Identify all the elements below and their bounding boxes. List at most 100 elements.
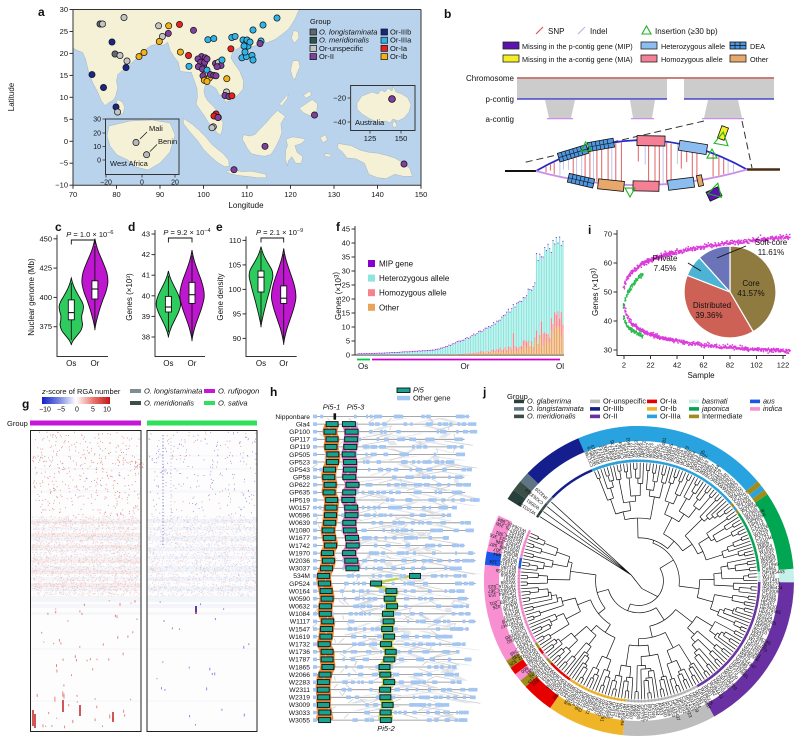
svg-text:W3033: W3033 [289,710,310,717]
svg-text:Missing in the p-contig gene (: Missing in the p-contig gene (MIP) [522,42,633,51]
svg-text:W1084: W1084 [289,611,310,618]
svg-text:W3009: W3009 [289,702,310,709]
svg-text:W2311: W2311 [289,687,310,694]
svg-text:102: 102 [750,361,763,370]
svg-text:Nuclear genome (Mb): Nuclear genome (Mb) [27,258,36,336]
svg-text:MIP gene: MIP gene [379,260,414,269]
svg-text:15: 15 [60,71,68,80]
svg-text:GP622: GP622 [289,482,310,489]
svg-text:W2066: W2066 [289,672,310,679]
svg-text:GP543: GP543 [289,467,310,474]
svg-text:W1732: W1732 [289,642,310,649]
svg-text:Private: Private [653,254,678,263]
svg-text:Pi5-2: Pi5-2 [377,724,395,733]
svg-text:W2319: W2319 [289,695,310,702]
svg-text:30: 30 [604,346,612,355]
svg-text:50: 50 [604,288,612,297]
svg-text:Heterozygous allele: Heterozygous allele [661,42,725,51]
svg-text:Missing in the a-contig gene (: Missing in the a-contig gene (MIA) [522,55,633,64]
svg-text:GP119: GP119 [290,444,311,451]
svg-text:−20: −20 [100,180,112,187]
svg-text:W1547: W1547 [289,626,310,633]
svg-text:80: 80 [112,190,120,199]
svg-text:11.61%: 11.61% [758,248,785,257]
svg-text:h: h [270,385,277,399]
svg-text:O. longistaminata: O. longistaminata [144,387,202,396]
svg-text:P = 1.0 × 10−6: P = 1.0 × 10−6 [66,230,113,239]
svg-text:5: 5 [346,337,350,346]
svg-text:0: 0 [97,158,101,165]
svg-text:z-score of RGA number: z-score of RGA number [41,387,121,396]
svg-text:indica: indica [763,404,782,413]
svg-text:Or: Or [461,362,470,371]
svg-text:20: 20 [93,131,101,138]
svg-text:10: 10 [93,144,101,151]
svg-text:a-contig: a-contig [486,115,514,124]
svg-text:42: 42 [142,250,150,259]
svg-text:375: 375 [39,322,52,331]
svg-text:g: g [22,397,29,411]
svg-text:W0590: W0590 [289,596,310,603]
svg-text:O. sativa: O. sativa [218,399,248,408]
svg-text:GP505: GP505 [289,452,310,459]
svg-text:105: 105 [228,260,241,269]
svg-text:120: 120 [284,190,297,199]
svg-text:62: 62 [699,361,707,370]
svg-text:GP635: GP635 [289,490,310,497]
svg-text:39.36%: 39.36% [695,311,722,320]
svg-text:122: 122 [777,361,790,370]
svg-text:Indel: Indel [590,27,608,36]
svg-text:j: j [482,385,486,399]
svg-text:Or-IIIa: Or-IIIa [660,412,682,421]
svg-text:25: 25 [60,27,68,36]
svg-text:O. meridionalis: O. meridionalis [527,412,576,421]
svg-text:Other gene: Other gene [413,393,451,402]
svg-text:Genes (×10³): Genes (×10³) [125,273,134,321]
svg-text:82: 82 [726,361,734,370]
svg-text:10: 10 [103,407,111,414]
svg-text:Or-II: Or-II [603,412,618,421]
svg-text:b: b [444,7,451,21]
svg-text:W1619: W1619 [289,634,310,641]
svg-text:West Africa: West Africa [110,159,149,168]
svg-text:Intermediate: Intermediate [702,412,743,421]
svg-text:W0164: W0164 [289,588,310,595]
svg-text:Longitude: Longitude [228,201,264,210]
svg-text:150: 150 [415,190,428,199]
svg-text:Heterozygous allele: Heterozygous allele [379,274,450,283]
svg-text:2: 2 [622,361,626,370]
svg-text:W0157: W0157 [289,505,310,512]
svg-text:Gene density: Gene density [216,273,225,320]
svg-text:Group: Group [7,419,28,428]
svg-text:90: 90 [233,334,241,343]
svg-text:40: 40 [604,317,612,326]
svg-text:30: 30 [93,117,101,124]
svg-text:0: 0 [140,180,144,187]
svg-text:p-contig: p-contig [486,95,514,104]
svg-text:Latitude: Latitude [7,82,16,111]
svg-text:−5: −5 [59,159,68,168]
svg-text:22: 22 [646,361,654,370]
svg-text:−10: −10 [39,407,51,414]
svg-text:30: 30 [60,5,68,14]
svg-text:Pi5-3: Pi5-3 [347,403,365,412]
svg-text:Distributed: Distributed [693,301,731,310]
svg-text:SNP: SNP [548,27,564,36]
svg-text:HP519: HP519 [290,497,311,504]
svg-text:30: 30 [342,267,350,276]
svg-text:0: 0 [64,137,68,146]
svg-text:39: 39 [142,312,150,321]
svg-text:140: 140 [371,190,384,199]
svg-text:e: e [216,220,223,234]
svg-text:O. rufipogon: O. rufipogon [218,387,259,396]
svg-text:W1742: W1742 [289,543,310,550]
svg-text:−10: −10 [55,181,68,190]
svg-text:W1117: W1117 [290,619,310,626]
svg-text:−5: −5 [57,407,65,414]
svg-text:42: 42 [673,361,681,370]
svg-text:GP100: GP100 [289,429,310,436]
svg-text:GP523: GP523 [289,459,310,466]
svg-text:40: 40 [142,291,150,300]
svg-text:Or: Or [90,359,99,368]
svg-text:Or: Or [188,359,197,368]
